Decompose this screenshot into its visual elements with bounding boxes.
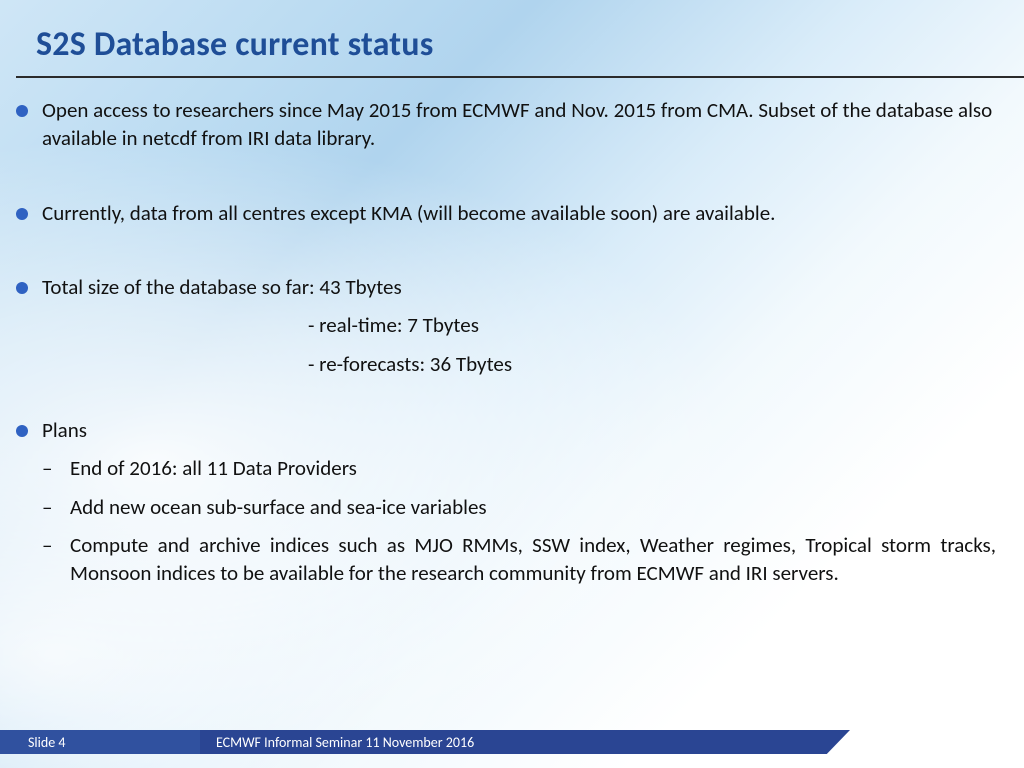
dash-icon: – (42, 531, 60, 559)
bullet-item: Open access to researchers since May 201… (16, 96, 996, 153)
bullet-icon (16, 105, 28, 117)
title-area: S2S Database current status (36, 24, 988, 65)
footer-cap-icon (792, 730, 850, 754)
spacer (16, 301, 996, 311)
bullet-icon (16, 425, 28, 437)
footer-bar: Slide 4 ECMWF Informal Seminar 11 Novemb… (0, 730, 850, 754)
bullet-icon (16, 208, 28, 220)
plans-text: Add new ocean sub-surface and sea-ice va… (70, 493, 996, 521)
plans-item: – Add new ocean sub-surface and sea-ice … (42, 493, 996, 521)
bullet-subline: - real-time: 7 Tbytes (308, 311, 996, 339)
slide-body: Open access to researchers since May 201… (16, 96, 996, 708)
plans-text: Compute and archive indices such as MJO … (70, 531, 996, 588)
bullet-text: Currently, data from all centres except … (42, 199, 996, 227)
plans-item: – Compute and archive indices such as MJ… (42, 531, 996, 588)
footer-slide-label: Slide 4 (28, 734, 65, 751)
title-underline (16, 76, 1024, 78)
slide: S2S Database current status Open access … (0, 0, 1024, 768)
dash-icon: – (42, 493, 60, 521)
bullet-text: Plans (42, 416, 996, 444)
plans-item: – End of 2016: all 11 Data Providers (42, 454, 996, 482)
bullet-text: Total size of the database so far: 43 Tb… (42, 273, 996, 301)
footer-event-text: ECMWF Informal Seminar 11 November 2016 (216, 734, 474, 751)
bullet-subline: - re-forecasts: 36 Tbytes (308, 350, 996, 378)
dash-icon: – (42, 454, 60, 482)
footer-event: ECMWF Informal Seminar 11 November 2016 (200, 730, 792, 754)
spacer (16, 340, 996, 350)
bullet-item: Plans (16, 416, 996, 444)
bullet-text: Open access to researchers since May 201… (42, 96, 996, 153)
footer-slide-number: Slide 4 (0, 730, 200, 754)
plans-sublist: – End of 2016: all 11 Data Providers – A… (42, 454, 996, 587)
spacer (16, 153, 996, 199)
slide-title: S2S Database current status (36, 24, 988, 65)
plans-text: End of 2016: all 11 Data Providers (70, 454, 996, 482)
spacer (16, 227, 996, 273)
bullet-icon (16, 282, 28, 294)
bullet-item: Total size of the database so far: 43 Tb… (16, 273, 996, 301)
spacer (16, 378, 996, 416)
bullet-item: Currently, data from all centres except … (16, 199, 996, 227)
